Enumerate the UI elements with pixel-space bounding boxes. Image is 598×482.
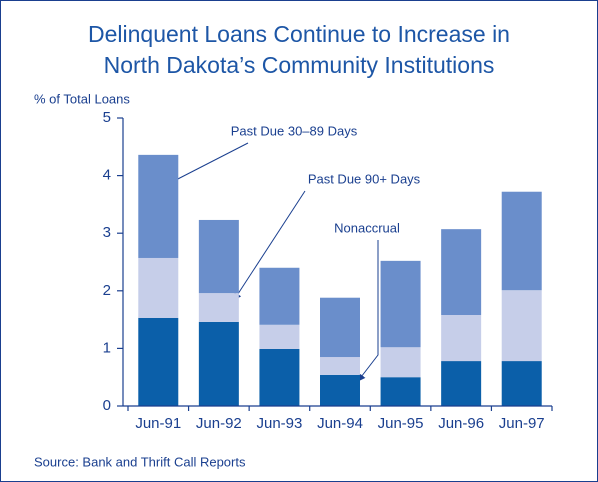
arrow (233, 190, 306, 301)
bar-segment (259, 267, 300, 325)
bar-segment (501, 191, 542, 291)
y-tick-label: 1 (103, 339, 111, 356)
bar-segment (501, 290, 542, 362)
x-tick-label: Jun-96 (438, 415, 484, 432)
annotation: Past Due 90+ Days (308, 171, 421, 186)
bar-segment (259, 324, 300, 349)
bar-segment (138, 154, 179, 258)
arrow (169, 142, 249, 184)
bar-segment (198, 219, 239, 294)
bar-segment (441, 314, 482, 362)
x-tick-label: Jun-92 (196, 415, 242, 432)
y-tick-label: 4 (103, 167, 111, 184)
bar-segment (198, 321, 239, 406)
x-tick-label: Jun-94 (317, 415, 363, 432)
bar-segment (198, 293, 239, 322)
bar-segment (320, 297, 360, 358)
x-tick-label: Jun-97 (499, 415, 545, 432)
x-tick-label: Jun-91 (135, 415, 181, 432)
y-axis-label: % of Total Loans (34, 91, 130, 106)
bar-segment (380, 347, 421, 378)
bar-segment (138, 257, 179, 318)
bar-segment (320, 357, 360, 375)
chart-title: Delinquent Loans Continue to Increase in (88, 21, 510, 47)
x-tick-label: Jun-93 (256, 415, 302, 432)
y-tick-label: 5 (103, 109, 111, 126)
bar-segment (380, 260, 421, 348)
annotation: Past Due 30–89 Days (231, 123, 358, 138)
bar-segment (320, 374, 360, 406)
chart-title: North Dakota’s Community Institutions (104, 52, 495, 78)
arrow (357, 240, 379, 382)
bar-segment (259, 348, 300, 406)
bar-segment (138, 317, 179, 406)
annotation: Nonaccrual (334, 220, 400, 235)
x-tick-label: Jun-95 (378, 415, 424, 432)
y-tick-label: 2 (103, 282, 111, 299)
bar-segment (501, 361, 542, 406)
y-tick-label: 0 (103, 397, 111, 414)
bar-segment (441, 229, 482, 315)
bar-segment (441, 361, 482, 406)
bar-segment (380, 377, 421, 406)
y-tick-label: 3 (103, 224, 111, 241)
source: Source: Bank and Thrift Call Reports (34, 454, 246, 469)
